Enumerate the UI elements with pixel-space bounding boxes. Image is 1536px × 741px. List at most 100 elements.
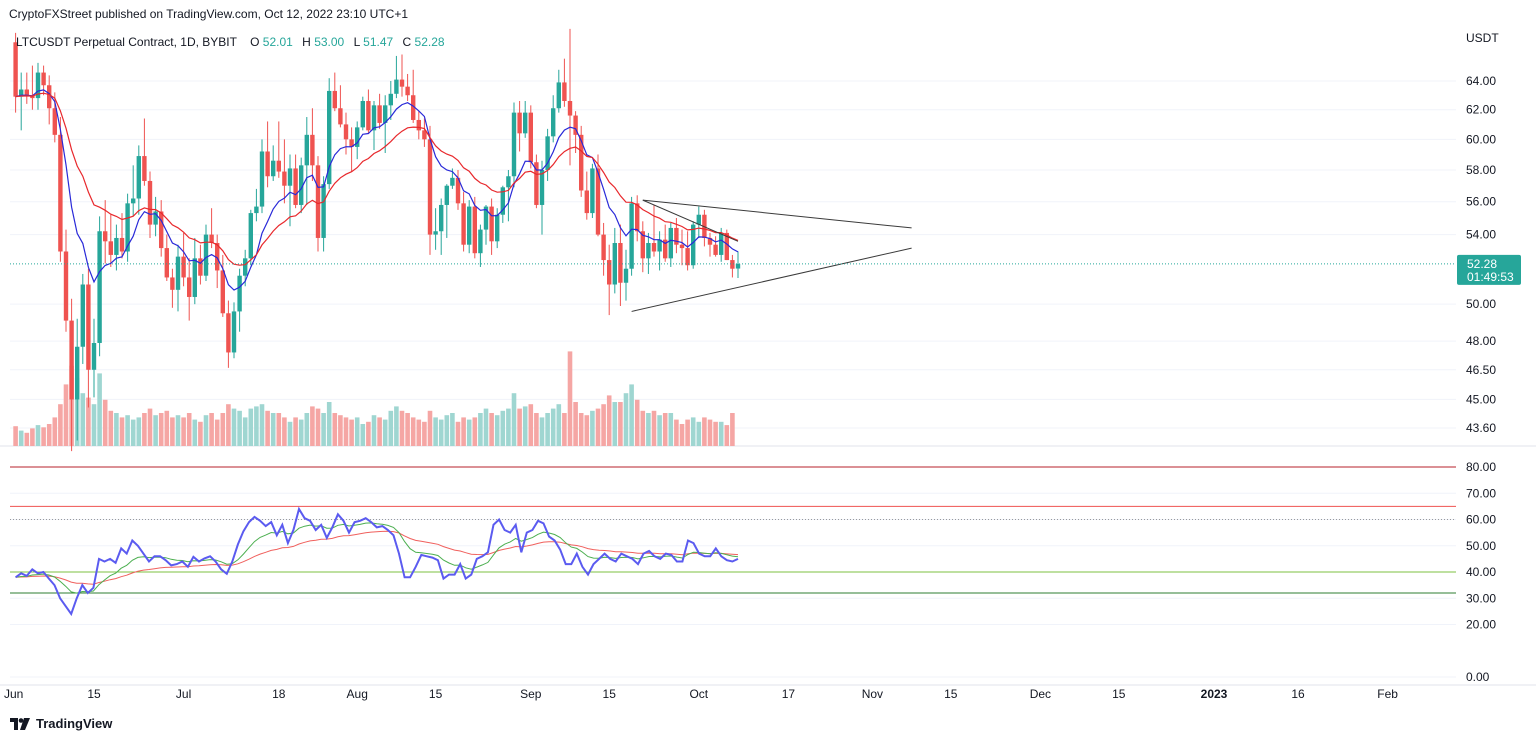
candle-body <box>674 227 679 245</box>
volume-bar <box>668 413 674 446</box>
volume-bar <box>405 413 410 446</box>
candle <box>444 184 449 238</box>
candle <box>271 145 276 181</box>
candle <box>534 154 539 209</box>
volume-bar <box>522 406 528 446</box>
candle-body <box>220 270 225 314</box>
candle-body <box>203 234 209 276</box>
price-tick-label: 54.00 <box>1466 228 1496 242</box>
candlesticks <box>13 28 741 452</box>
price-tick-label: 43.60 <box>1466 421 1496 435</box>
candle <box>58 117 63 262</box>
candle <box>696 206 701 238</box>
candle <box>416 111 421 140</box>
currency-label: USDT <box>1466 31 1499 45</box>
candle <box>360 96 365 131</box>
candle-body <box>411 95 416 120</box>
footer-brand[interactable]: TradingView <box>10 716 112 731</box>
volume-bar <box>343 417 349 446</box>
candle <box>567 28 573 166</box>
candle-body <box>623 268 629 283</box>
candle-body <box>360 100 365 128</box>
candle-body <box>187 277 192 297</box>
time-tick-label: Nov <box>862 687 883 701</box>
candle-body <box>534 162 539 205</box>
candle <box>80 273 85 364</box>
candle <box>523 100 528 138</box>
candle <box>119 213 125 259</box>
volume-bar <box>662 413 668 446</box>
candle <box>164 234 169 281</box>
price-tick-label: 56.00 <box>1466 195 1496 209</box>
candle <box>702 209 707 247</box>
candle <box>595 154 601 237</box>
candle <box>86 268 91 408</box>
candle-body <box>500 187 505 215</box>
trendline[interactable] <box>642 199 739 242</box>
candle-body <box>304 134 309 166</box>
candle-body <box>422 130 427 140</box>
volume-bar <box>612 402 618 446</box>
trendline[interactable] <box>642 199 912 229</box>
volume-bar <box>108 410 114 446</box>
volume-bar <box>567 351 573 446</box>
volume-bar <box>175 415 181 446</box>
volume-bar <box>214 419 220 446</box>
candle <box>131 165 136 217</box>
price-tick-label: 62.00 <box>1466 103 1496 117</box>
candle <box>366 89 371 134</box>
candle-body <box>416 119 421 131</box>
candle-body <box>215 243 220 271</box>
volume-bar <box>30 428 35 446</box>
volume-bar <box>242 417 248 446</box>
candle <box>685 231 690 271</box>
candle <box>730 254 735 278</box>
candle-body <box>142 156 147 181</box>
trendlines <box>631 199 912 312</box>
candle-body <box>483 206 489 230</box>
volume-bar <box>494 415 500 446</box>
time-tick-label: 15 <box>944 687 958 701</box>
volume-bar <box>629 384 634 446</box>
candle-body <box>707 237 713 245</box>
volume-bar <box>91 404 97 446</box>
candle-body <box>321 184 326 238</box>
candle-body <box>192 258 197 297</box>
candle <box>422 118 427 147</box>
volume-bar <box>203 415 209 446</box>
volume-bar <box>394 406 399 446</box>
candle-body <box>35 72 41 99</box>
candle-body <box>595 168 601 235</box>
candle-body <box>86 284 91 370</box>
candle <box>136 145 141 215</box>
candle <box>293 154 298 209</box>
volume-bar <box>58 404 63 446</box>
candle-body <box>276 160 281 172</box>
volume-bar <box>545 413 550 446</box>
candle <box>590 163 595 219</box>
candle <box>355 121 360 160</box>
candle <box>394 55 399 99</box>
trendline[interactable] <box>631 247 912 312</box>
candle-body <box>147 180 153 225</box>
volume-bar <box>310 406 315 446</box>
candle <box>517 100 522 152</box>
volume-bar <box>293 417 298 446</box>
candle <box>91 318 97 398</box>
volume-bar <box>679 424 685 446</box>
legend-close-label: C <box>403 35 412 49</box>
candle-body <box>556 82 561 109</box>
candle <box>511 102 517 188</box>
volume-bar <box>97 373 102 446</box>
publish-line: CryptoFXStreet published on TradingView.… <box>9 7 408 21</box>
volume-bar <box>186 413 192 446</box>
volume-bar <box>539 417 545 446</box>
volume-bar <box>265 410 270 446</box>
time-tick-label: 16 <box>1291 687 1305 701</box>
candle <box>691 221 696 269</box>
time-tick-label: 15 <box>429 687 443 701</box>
candle <box>327 78 332 189</box>
candle <box>75 318 80 441</box>
candle <box>388 81 393 120</box>
